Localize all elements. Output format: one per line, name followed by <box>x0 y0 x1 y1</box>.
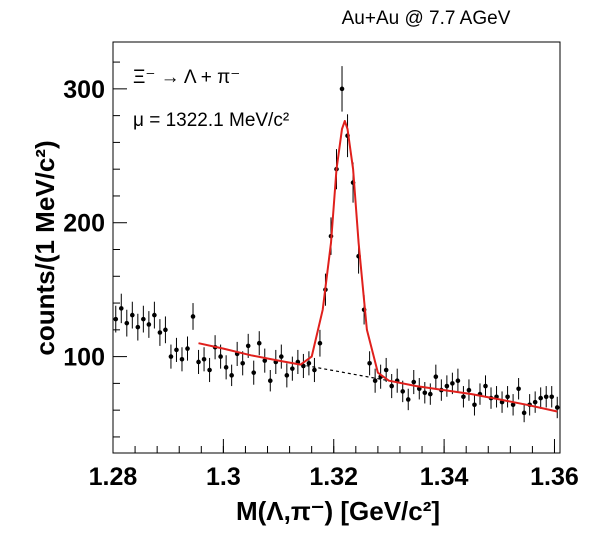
data-point <box>301 363 306 369</box>
data-point <box>389 383 394 389</box>
mean-annotation: μ = 1322.1 MeV/c² <box>133 110 289 131</box>
data-point <box>444 383 450 389</box>
data-point <box>113 316 119 322</box>
y-tick-label: 300 <box>63 76 105 104</box>
data-point <box>549 394 555 400</box>
x-tick-label: 1.36 <box>530 463 579 491</box>
data-point <box>461 394 466 400</box>
data-point <box>290 366 295 371</box>
data-point <box>185 346 190 351</box>
data-marks <box>113 66 560 423</box>
background-dashed-line <box>300 364 390 382</box>
data-point <box>240 361 245 366</box>
data-point <box>262 358 268 363</box>
data-point <box>124 320 130 326</box>
data-point <box>256 340 262 346</box>
fit-curve <box>198 120 558 413</box>
data-point <box>483 383 488 389</box>
data-point <box>174 347 179 353</box>
x-tick-label: 1.3 <box>206 463 241 491</box>
data-point <box>163 327 168 333</box>
data-point <box>521 410 527 416</box>
chart-title: Au+Au @ 7.7 AGeV <box>342 8 511 29</box>
data-point <box>201 356 207 362</box>
data-point <box>251 370 257 375</box>
data-point <box>516 386 521 392</box>
data-point <box>267 378 273 384</box>
data-point <box>179 356 185 362</box>
data-point <box>510 402 516 408</box>
data-point <box>146 322 152 327</box>
data-point <box>152 312 157 318</box>
y-axis-label: counts/(1 MeV/c²) <box>30 140 60 355</box>
data-point <box>455 378 461 384</box>
data-point <box>130 312 135 318</box>
data-point <box>306 361 312 366</box>
decay-annotation: Ξ⁻ → Λ + π⁻ <box>133 67 240 88</box>
data-point <box>196 359 201 365</box>
data-point <box>538 395 543 401</box>
data-point <box>543 394 549 400</box>
x-tick-label: 1.32 <box>309 463 358 491</box>
data-point <box>450 381 455 386</box>
data-point <box>312 367 317 373</box>
data-point <box>472 402 477 408</box>
data-point <box>422 390 428 396</box>
data-point <box>118 306 124 311</box>
data-point <box>339 86 345 92</box>
plot-frame <box>112 41 561 454</box>
data-point <box>245 343 251 349</box>
data-point <box>383 367 389 373</box>
y-tick-label: 200 <box>63 210 105 238</box>
data-point <box>279 354 284 359</box>
data-point <box>505 394 510 400</box>
data-point <box>400 389 406 394</box>
data-point <box>532 399 538 405</box>
x-tick-label: 1.28 <box>89 463 138 491</box>
axis-ticks: 1.28 1.3 1.32 1.34 1.36 100 200 300 <box>63 61 579 491</box>
data-point <box>207 367 212 373</box>
data-point <box>141 316 146 322</box>
data-point <box>168 354 174 359</box>
data-point <box>466 387 472 393</box>
data-point <box>218 354 223 359</box>
data-point <box>554 405 560 410</box>
data-point <box>223 365 229 370</box>
data-point <box>367 361 372 366</box>
data-point <box>135 324 141 330</box>
data-point <box>428 391 433 397</box>
x-tick-label: 1.34 <box>420 463 469 491</box>
data-point <box>433 374 439 379</box>
data-point <box>411 379 417 385</box>
y-tick-label: 100 <box>63 344 105 372</box>
x-axis-label: M(Λ,π⁻) [GeV/c²] <box>236 496 440 526</box>
data-point <box>229 373 234 378</box>
data-point <box>157 330 163 335</box>
data-point <box>317 340 323 346</box>
data-point <box>284 373 290 378</box>
data-point <box>405 397 411 402</box>
data-point <box>372 378 378 384</box>
data-point <box>190 314 196 319</box>
